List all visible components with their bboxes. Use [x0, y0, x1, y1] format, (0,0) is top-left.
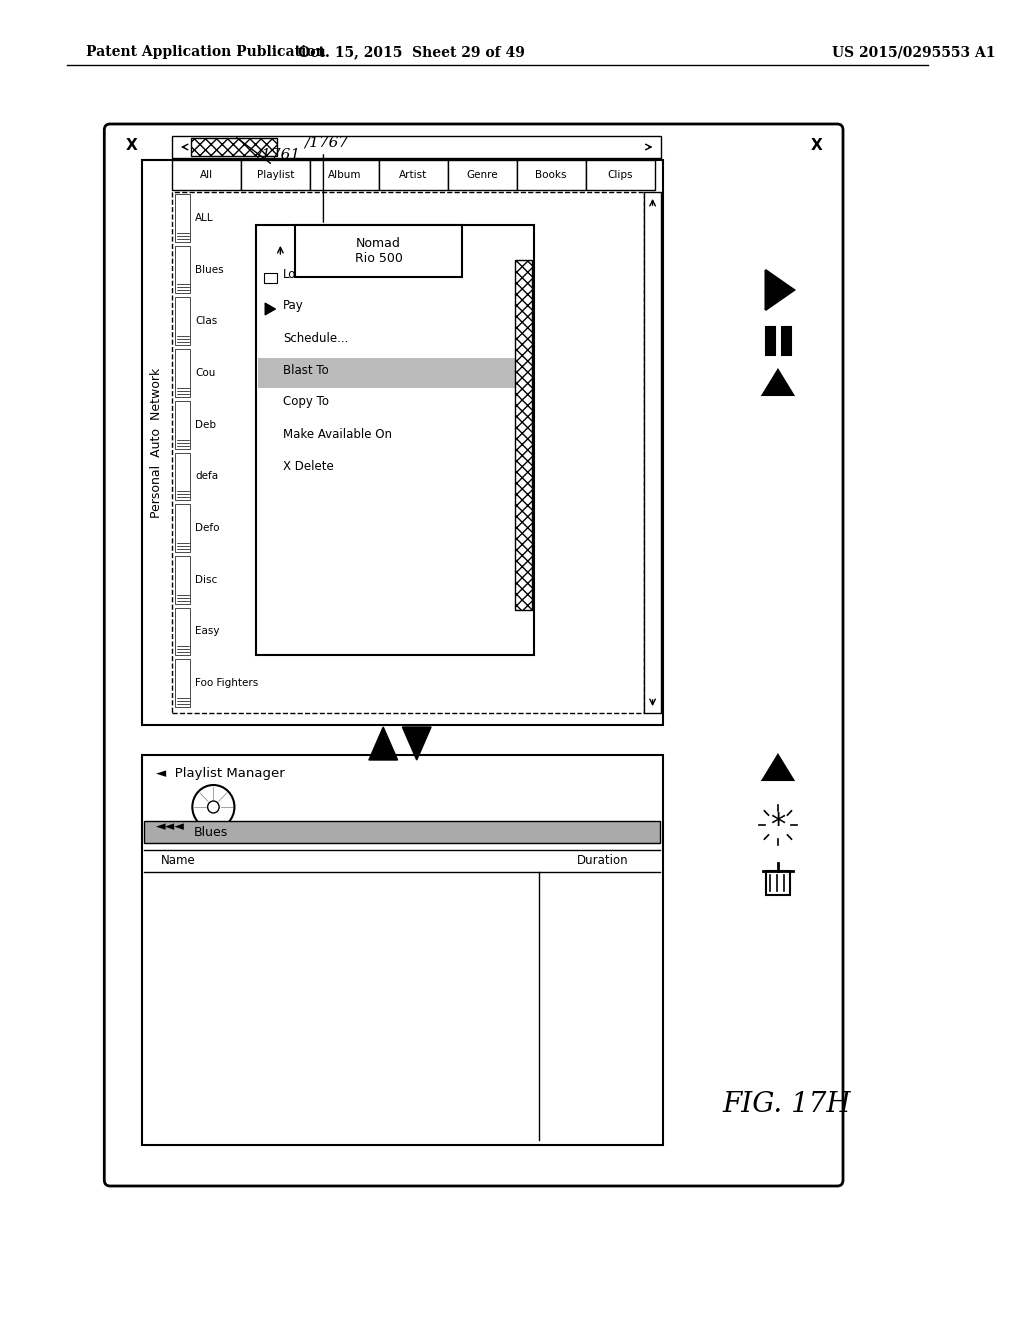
- Text: Oct. 15, 2015  Sheet 29 of 49: Oct. 15, 2015 Sheet 29 of 49: [298, 45, 525, 59]
- Text: Blues: Blues: [195, 825, 228, 838]
- Text: US 2015/0295553 A1: US 2015/0295553 A1: [833, 45, 996, 59]
- Bar: [258, 358, 515, 388]
- Bar: [644, 191, 662, 713]
- Bar: [175, 246, 190, 293]
- Text: Playlist: Playlist: [257, 170, 294, 180]
- Bar: [175, 556, 190, 603]
- Text: Genre: Genre: [467, 170, 498, 180]
- Bar: [175, 504, 190, 552]
- Text: Nomad
Rio 500: Nomad Rio 500: [354, 238, 402, 265]
- Bar: [175, 401, 190, 449]
- Bar: [172, 160, 241, 190]
- Bar: [241, 160, 310, 190]
- Text: Load: Load: [284, 268, 311, 281]
- Bar: [517, 160, 586, 190]
- Polygon shape: [766, 271, 795, 310]
- Bar: [256, 224, 534, 655]
- Text: Cou: Cou: [196, 368, 216, 378]
- Text: ◄  Playlist Manager: ◄ Playlist Manager: [156, 767, 285, 780]
- Bar: [175, 194, 190, 242]
- Bar: [141, 160, 664, 725]
- Text: ◄◄◄: ◄◄◄: [156, 820, 185, 833]
- Text: Make Available On: Make Available On: [284, 428, 392, 441]
- Bar: [175, 659, 190, 708]
- Text: X: X: [125, 139, 137, 153]
- Text: Album: Album: [328, 170, 361, 180]
- Text: Artist: Artist: [399, 170, 427, 180]
- Bar: [295, 224, 462, 277]
- Text: Pay: Pay: [284, 300, 304, 313]
- Bar: [191, 139, 278, 156]
- Bar: [310, 160, 379, 190]
- Bar: [175, 348, 190, 397]
- Text: defa: defa: [196, 471, 218, 482]
- Polygon shape: [763, 370, 794, 395]
- Bar: [175, 297, 190, 345]
- Bar: [175, 453, 190, 500]
- Text: All: All: [200, 170, 213, 180]
- Bar: [175, 607, 190, 655]
- Text: Defo: Defo: [196, 523, 220, 533]
- Text: Easy: Easy: [196, 627, 220, 636]
- Text: Schedule...: Schedule...: [284, 331, 348, 345]
- Bar: [766, 327, 775, 355]
- Polygon shape: [763, 755, 794, 780]
- Bar: [766, 871, 791, 895]
- Text: X: X: [810, 139, 822, 153]
- Text: Books: Books: [536, 170, 567, 180]
- Text: /1761: /1761: [256, 148, 301, 162]
- Bar: [379, 160, 447, 190]
- Text: FIG. 17H: FIG. 17H: [723, 1092, 851, 1118]
- Bar: [447, 160, 517, 190]
- Bar: [144, 821, 660, 843]
- Text: Duration: Duration: [577, 854, 629, 866]
- Bar: [515, 260, 532, 610]
- Polygon shape: [402, 727, 431, 760]
- Text: Name: Name: [161, 854, 196, 866]
- Text: *: *: [770, 810, 785, 840]
- Bar: [172, 136, 662, 158]
- Text: Disc: Disc: [196, 574, 217, 585]
- Text: Copy To: Copy To: [284, 396, 330, 408]
- Text: Foo Fighters: Foo Fighters: [196, 678, 258, 688]
- Text: Clas: Clas: [196, 317, 217, 326]
- Text: /1767: /1767: [304, 135, 348, 149]
- Text: X Delete: X Delete: [284, 459, 334, 473]
- Bar: [781, 327, 792, 355]
- Text: Blast To: Blast To: [284, 363, 329, 376]
- Text: ALL: ALL: [196, 213, 214, 223]
- Bar: [264, 273, 278, 282]
- Text: Personal  Auto  Network: Personal Auto Network: [151, 367, 164, 517]
- Text: Blues: Blues: [196, 264, 224, 275]
- Text: Deb: Deb: [196, 420, 216, 429]
- Text: Patent Application Publication: Patent Application Publication: [86, 45, 326, 59]
- FancyBboxPatch shape: [104, 124, 843, 1185]
- Bar: [172, 191, 644, 713]
- Polygon shape: [265, 304, 275, 315]
- Bar: [141, 755, 664, 1144]
- Polygon shape: [369, 727, 397, 760]
- Text: Clips: Clips: [607, 170, 633, 180]
- Bar: [586, 160, 654, 190]
